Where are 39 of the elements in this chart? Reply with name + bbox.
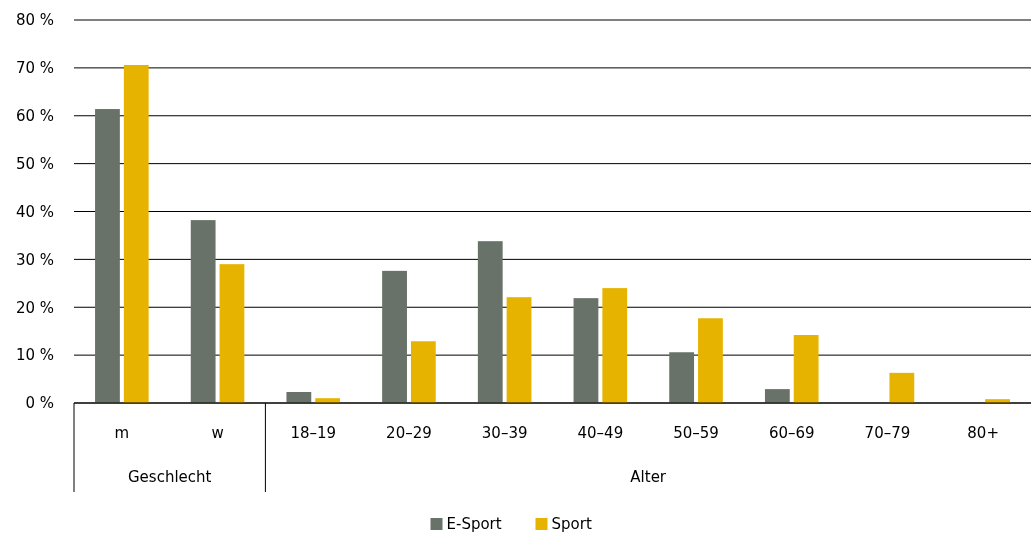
bar (793, 335, 819, 403)
x-tick-label: w (211, 424, 224, 442)
x-tick-label: 30–39 (481, 424, 528, 442)
bar (669, 352, 695, 403)
x-tick-label: 40–49 (577, 424, 624, 442)
text: Alter (630, 468, 667, 486)
bar (602, 288, 628, 403)
bar (889, 372, 915, 403)
bar (477, 241, 503, 403)
y-tick-label: 60 % (15, 107, 54, 125)
bar (219, 264, 245, 403)
y-tick-label: 40 % (15, 202, 54, 221)
legend-label: Sport (551, 515, 592, 534)
bar (382, 270, 407, 403)
bar (95, 109, 120, 403)
x-tick-label: 70–79 (864, 424, 911, 442)
text: Geschlecht (127, 468, 212, 486)
bar (123, 65, 149, 403)
bar (573, 298, 599, 403)
x-tick-label: 20–29 (386, 424, 432, 442)
bar (764, 389, 790, 403)
legend-label: E-Sport (446, 515, 502, 534)
y-tick-label: 0 % (25, 394, 54, 413)
y-tick-label: 10 % (15, 346, 54, 365)
x-tick-label: m (114, 424, 130, 442)
x-tick-label: 80+ (967, 424, 999, 442)
bar (698, 318, 723, 403)
y-tick-label: 50 % (15, 154, 54, 173)
x-tick-label: 60–69 (768, 424, 815, 442)
bar (286, 391, 312, 403)
y-tick-label: 30 % (15, 250, 54, 269)
y-tick-label: 20 % (15, 298, 54, 317)
bar (190, 220, 216, 403)
x-tick-label: 18–19 (290, 424, 337, 442)
y-tick-label: 70 % (15, 59, 54, 78)
y-tick-label: 80 % (15, 11, 54, 30)
bar (506, 297, 532, 403)
x-tick-label: 50–59 (673, 424, 719, 442)
bar (410, 341, 436, 403)
